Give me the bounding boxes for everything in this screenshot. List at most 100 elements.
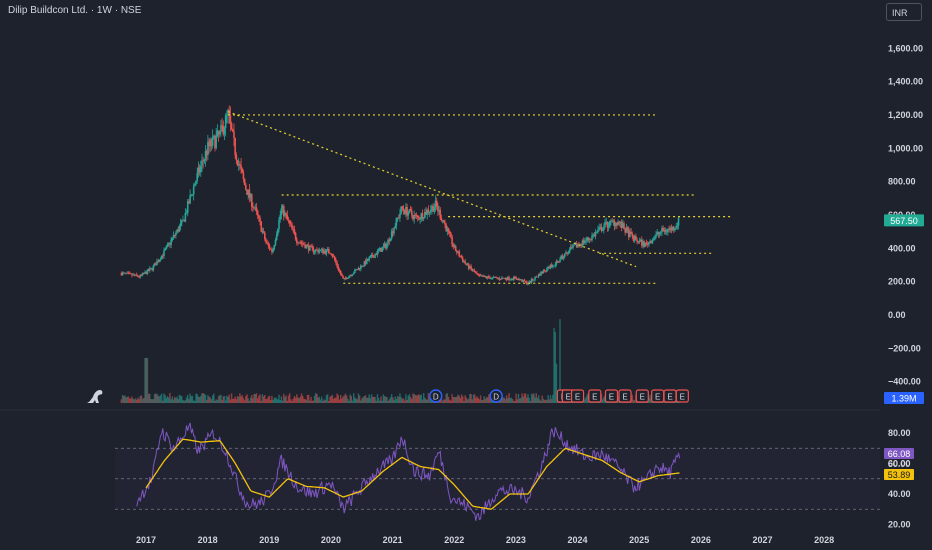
candle-body [329,252,331,254]
volume-bar [132,398,134,403]
candle-body [418,217,420,220]
currency-selector[interactable]: INR [886,3,922,21]
volume-bar [156,393,158,403]
candle-body [590,239,592,241]
event-marker-label: E [575,392,580,401]
candle-body [138,276,140,278]
candle-body [328,249,330,253]
volume-bar [363,395,366,403]
volume-bar [125,397,127,403]
candle-body [266,242,268,244]
volume-bar [317,397,319,403]
candle-body [453,245,456,247]
candle-body [429,209,432,212]
candle-body [197,167,200,174]
candle-body [550,264,553,268]
candle-body [656,232,659,235]
candle-body [565,252,567,254]
candle-body [258,215,260,218]
volume-bar [534,397,536,403]
candle-body [273,245,276,249]
candle-body [529,281,532,283]
candle-body [208,141,210,147]
candle-body [644,242,647,247]
candle-body [498,278,501,280]
candle-body [454,245,457,252]
event-marker-D[interactable]: D [429,389,443,403]
volume-bar [388,399,390,403]
candle-body [165,246,168,249]
candle-body [619,221,622,224]
volume-bar [395,399,398,403]
event-marker-E[interactable]: E [618,389,632,403]
event-marker-E[interactable]: E [635,389,649,403]
candle-body [218,131,221,135]
event-marker-E[interactable]: E [604,389,619,403]
event-marker-E[interactable]: E [675,389,689,403]
volume-bar [187,394,189,403]
candle-body [408,209,411,213]
candle-body [497,278,500,279]
candle-body [243,178,246,186]
volume-bar [288,393,291,403]
candle-body [625,227,628,233]
candle-body [580,244,583,246]
volume-bar [413,394,415,403]
volume-bar [394,396,396,403]
volume-bar [441,400,444,403]
event-marker-D[interactable]: D [489,389,503,403]
volume-bar [443,399,445,403]
volume-bar [312,400,315,403]
volume-bar [319,399,322,403]
candle-body [510,279,513,281]
candle-body [480,275,483,277]
volume-bar [235,399,238,403]
candle-body [190,194,193,196]
candle-body [597,229,599,232]
candle-body [537,274,540,277]
volume-bar [221,400,223,403]
candle-body [260,221,263,232]
candle-body [285,213,287,216]
volume-bar [465,397,468,403]
candle-body [175,232,177,236]
candle-body [167,243,170,245]
volume-bar [374,397,376,403]
candle-body [508,276,510,280]
volume-bar [134,398,137,403]
event-marker-E[interactable]: E [651,389,665,403]
volume-bar [160,393,163,403]
volume-bar [140,395,143,403]
candle-body [544,271,547,273]
candle-body [639,239,642,241]
volume-bar [196,394,198,403]
candle-body [184,212,187,222]
candle-body [662,227,664,232]
candle-body [265,239,267,243]
volume-bar [551,398,553,403]
volume-bar [341,398,343,403]
volume-bar [468,398,470,403]
tradingview-dino-icon[interactable] [85,384,107,406]
candle-body [541,271,544,274]
candle-body [121,272,124,276]
event-marker-E[interactable]: E [663,389,677,403]
candle-body [517,278,520,281]
candle-body [351,274,354,276]
volume-bar [543,400,546,403]
candle-body [292,228,295,230]
event-marker-E[interactable]: E [588,389,602,403]
candle-body [378,248,381,251]
volume-bar [177,399,179,403]
volume-bar [261,394,264,403]
volume-bar [344,393,347,403]
volume-bar [405,394,407,403]
volume-bar [471,399,473,403]
candle-body [139,274,142,278]
candle-body [424,211,426,219]
volume-bar [458,395,460,403]
rsi-value-text: 66.08 [888,449,911,459]
candle-body [154,263,157,266]
event-marker-E[interactable]: E [570,389,585,403]
